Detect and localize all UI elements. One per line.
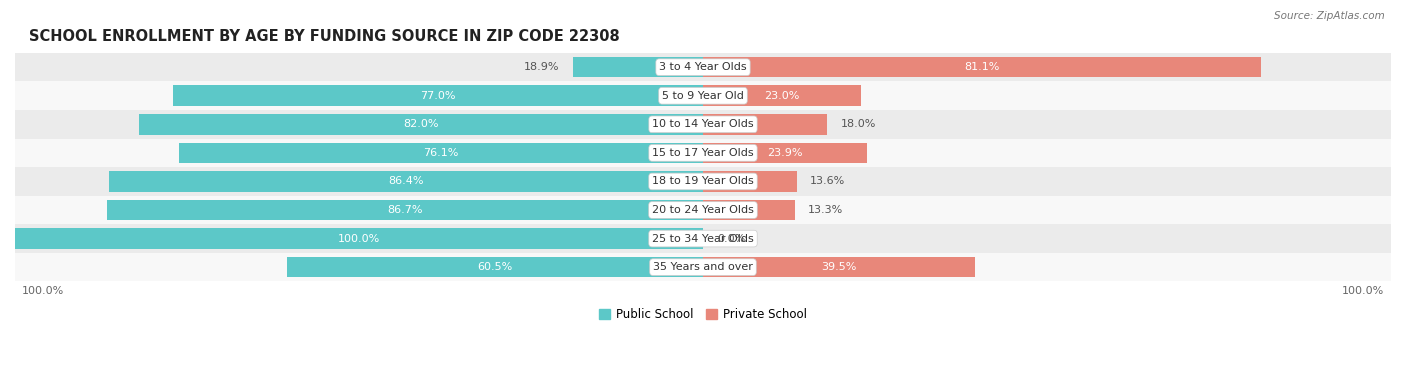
Legend: Public School, Private School: Public School, Private School (593, 303, 813, 326)
Bar (15, 110, 1391, 139)
Bar (703, 57, 1261, 78)
Bar (108, 171, 703, 192)
Text: 3 to 4 Year Olds: 3 to 4 Year Olds (659, 62, 747, 72)
Bar (703, 114, 827, 135)
Bar (703, 86, 862, 106)
Bar (574, 57, 703, 78)
Bar (15, 53, 1391, 81)
Bar (107, 200, 703, 220)
Text: Source: ZipAtlas.com: Source: ZipAtlas.com (1274, 11, 1385, 21)
Bar (703, 200, 794, 220)
Bar (15, 228, 703, 249)
Text: 5 to 9 Year Old: 5 to 9 Year Old (662, 91, 744, 101)
Text: 23.9%: 23.9% (768, 148, 803, 158)
Bar (15, 139, 1391, 167)
Text: 86.7%: 86.7% (387, 205, 422, 215)
Bar (173, 86, 703, 106)
Bar (287, 257, 703, 277)
Text: 18 to 19 Year Olds: 18 to 19 Year Olds (652, 176, 754, 187)
Bar (15, 167, 1391, 196)
Bar (703, 143, 868, 163)
Text: 13.6%: 13.6% (810, 176, 845, 187)
Text: 35 Years and over: 35 Years and over (652, 262, 754, 272)
Text: 18.9%: 18.9% (523, 62, 560, 72)
Text: 86.4%: 86.4% (388, 176, 423, 187)
Text: 13.3%: 13.3% (808, 205, 844, 215)
Text: 0.0%: 0.0% (717, 234, 745, 244)
Text: 20 to 24 Year Olds: 20 to 24 Year Olds (652, 205, 754, 215)
Text: 60.5%: 60.5% (477, 262, 513, 272)
Text: 25 to 34 Year Olds: 25 to 34 Year Olds (652, 234, 754, 244)
Text: 23.0%: 23.0% (765, 91, 800, 101)
Bar (703, 171, 797, 192)
Bar (15, 81, 1391, 110)
Text: 100.0%: 100.0% (22, 286, 65, 296)
Bar (15, 253, 1391, 281)
Bar (139, 114, 703, 135)
Bar (703, 257, 974, 277)
Text: SCHOOL ENROLLMENT BY AGE BY FUNDING SOURCE IN ZIP CODE 22308: SCHOOL ENROLLMENT BY AGE BY FUNDING SOUR… (28, 29, 620, 44)
Text: 76.1%: 76.1% (423, 148, 458, 158)
Bar (180, 143, 703, 163)
Bar (15, 224, 1391, 253)
Text: 39.5%: 39.5% (821, 262, 856, 272)
Text: 82.0%: 82.0% (404, 120, 439, 129)
Text: 100.0%: 100.0% (337, 234, 380, 244)
Text: 81.1%: 81.1% (965, 62, 1000, 72)
Text: 77.0%: 77.0% (420, 91, 456, 101)
Text: 18.0%: 18.0% (841, 120, 876, 129)
Text: 100.0%: 100.0% (1341, 286, 1384, 296)
Text: 15 to 17 Year Olds: 15 to 17 Year Olds (652, 148, 754, 158)
Bar (15, 196, 1391, 224)
Text: 10 to 14 Year Olds: 10 to 14 Year Olds (652, 120, 754, 129)
